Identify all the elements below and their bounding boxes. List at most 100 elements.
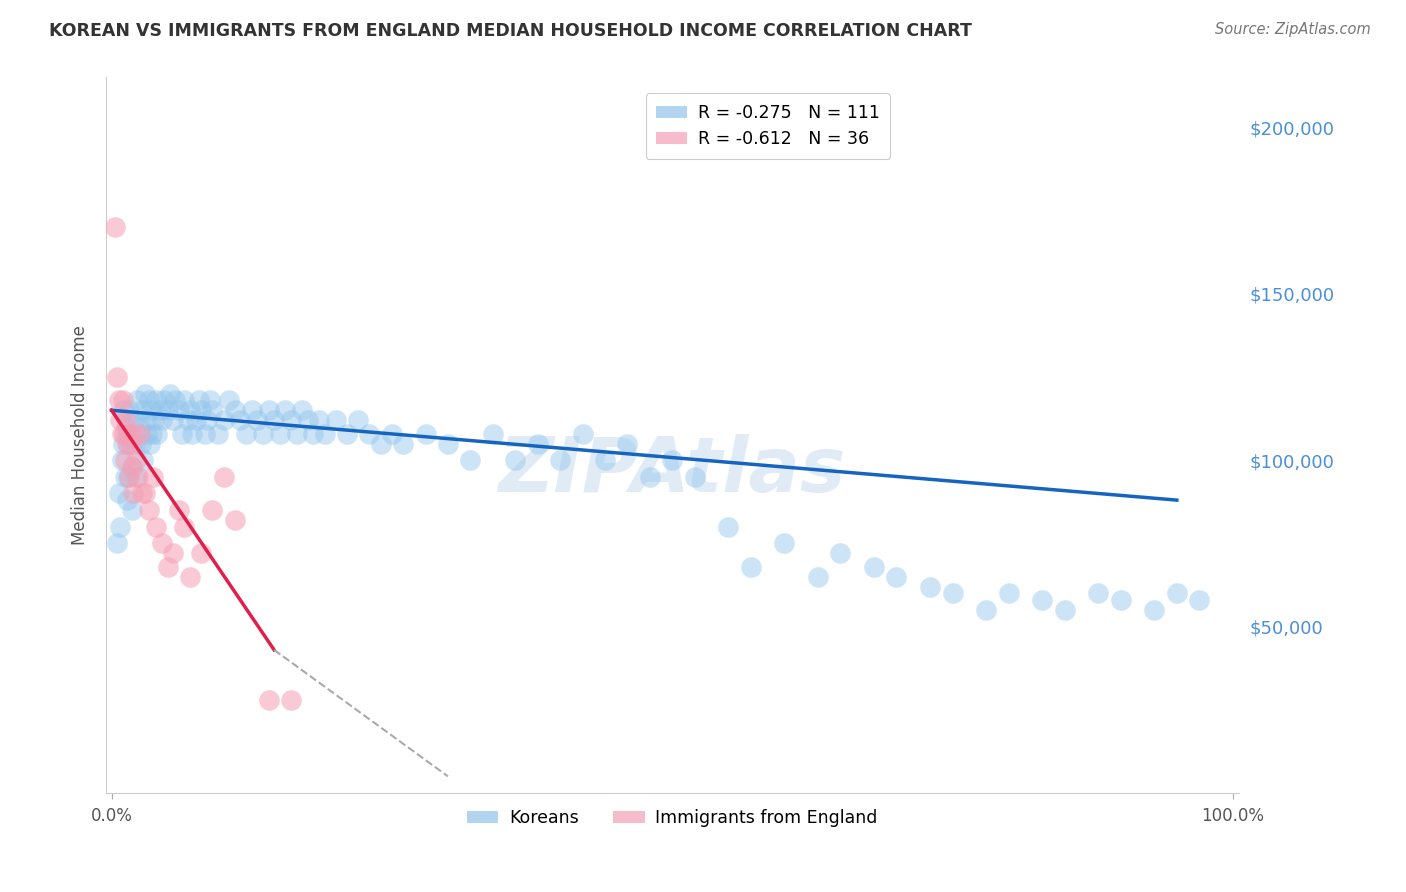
Point <box>370 436 392 450</box>
Point <box>122 426 145 441</box>
Point <box>830 546 852 560</box>
Point <box>125 453 148 467</box>
Point <box>263 413 285 427</box>
Point <box>173 520 195 534</box>
Point <box>392 436 415 450</box>
Legend: Koreans, Immigrants from England: Koreans, Immigrants from England <box>460 803 884 834</box>
Point <box>179 403 201 417</box>
Point <box>201 503 224 517</box>
Point <box>132 453 155 467</box>
Point <box>190 403 212 417</box>
Point <box>280 693 302 707</box>
Point <box>920 580 942 594</box>
Point <box>269 426 291 441</box>
Point <box>167 503 190 517</box>
Point <box>252 426 274 441</box>
Point <box>179 569 201 583</box>
Point <box>128 426 150 441</box>
Point <box>336 426 359 441</box>
Point <box>172 426 194 441</box>
Point <box>120 426 142 441</box>
Point <box>188 393 211 408</box>
Point <box>108 486 131 500</box>
Point <box>297 413 319 427</box>
Point <box>124 436 146 450</box>
Point <box>118 470 141 484</box>
Point <box>593 453 616 467</box>
Point <box>120 436 142 450</box>
Point <box>1109 593 1132 607</box>
Point <box>195 413 218 427</box>
Point <box>134 386 156 401</box>
Point <box>156 559 179 574</box>
Point <box>181 426 204 441</box>
Point <box>212 413 235 427</box>
Point <box>942 586 965 600</box>
Point <box>863 559 886 574</box>
Point <box>683 470 706 484</box>
Point <box>184 413 207 427</box>
Point <box>110 453 132 467</box>
Point <box>257 403 280 417</box>
Point <box>162 413 184 427</box>
Point <box>661 453 683 467</box>
Point <box>167 403 190 417</box>
Point <box>638 470 661 484</box>
Point <box>285 426 308 441</box>
Point <box>717 520 740 534</box>
Point <box>142 470 165 484</box>
Point <box>437 436 460 450</box>
Point <box>218 393 240 408</box>
Text: KOREAN VS IMMIGRANTS FROM ENGLAND MEDIAN HOUSEHOLD INCOME CORRELATION CHART: KOREAN VS IMMIGRANTS FROM ENGLAND MEDIAN… <box>49 22 972 40</box>
Point <box>224 403 246 417</box>
Point <box>257 693 280 707</box>
Point <box>1031 593 1053 607</box>
Point <box>314 426 336 441</box>
Point <box>207 426 229 441</box>
Point <box>111 436 134 450</box>
Point <box>141 426 163 441</box>
Point <box>200 393 222 408</box>
Point <box>121 459 143 474</box>
Point <box>110 520 132 534</box>
Point <box>291 403 314 417</box>
Point <box>190 546 212 560</box>
Point <box>131 403 153 417</box>
Point <box>138 436 160 450</box>
Point <box>128 420 150 434</box>
Point <box>302 426 325 441</box>
Point <box>134 486 156 500</box>
Point <box>162 546 184 560</box>
Point <box>1087 586 1109 600</box>
Point <box>503 453 526 467</box>
Point <box>807 569 830 583</box>
Point <box>110 413 132 427</box>
Point <box>153 393 176 408</box>
Point <box>246 413 269 427</box>
Point <box>308 413 330 427</box>
Point <box>150 413 173 427</box>
Point <box>138 393 160 408</box>
Point <box>127 470 149 484</box>
Point <box>114 470 136 484</box>
Point <box>114 453 136 467</box>
Point <box>1053 603 1076 617</box>
Point <box>173 393 195 408</box>
Point <box>131 486 153 500</box>
Point <box>138 503 160 517</box>
Point <box>117 470 139 484</box>
Point <box>105 536 128 550</box>
Point <box>773 536 796 550</box>
Point <box>115 436 138 450</box>
Point <box>201 403 224 417</box>
Point <box>381 426 404 441</box>
Point <box>121 459 143 474</box>
Point <box>974 603 997 617</box>
Point <box>526 436 548 450</box>
Point <box>121 486 143 500</box>
Point <box>1166 586 1188 600</box>
Point <box>118 403 141 417</box>
Point <box>177 413 200 427</box>
Point <box>359 426 381 441</box>
Point <box>274 403 297 417</box>
